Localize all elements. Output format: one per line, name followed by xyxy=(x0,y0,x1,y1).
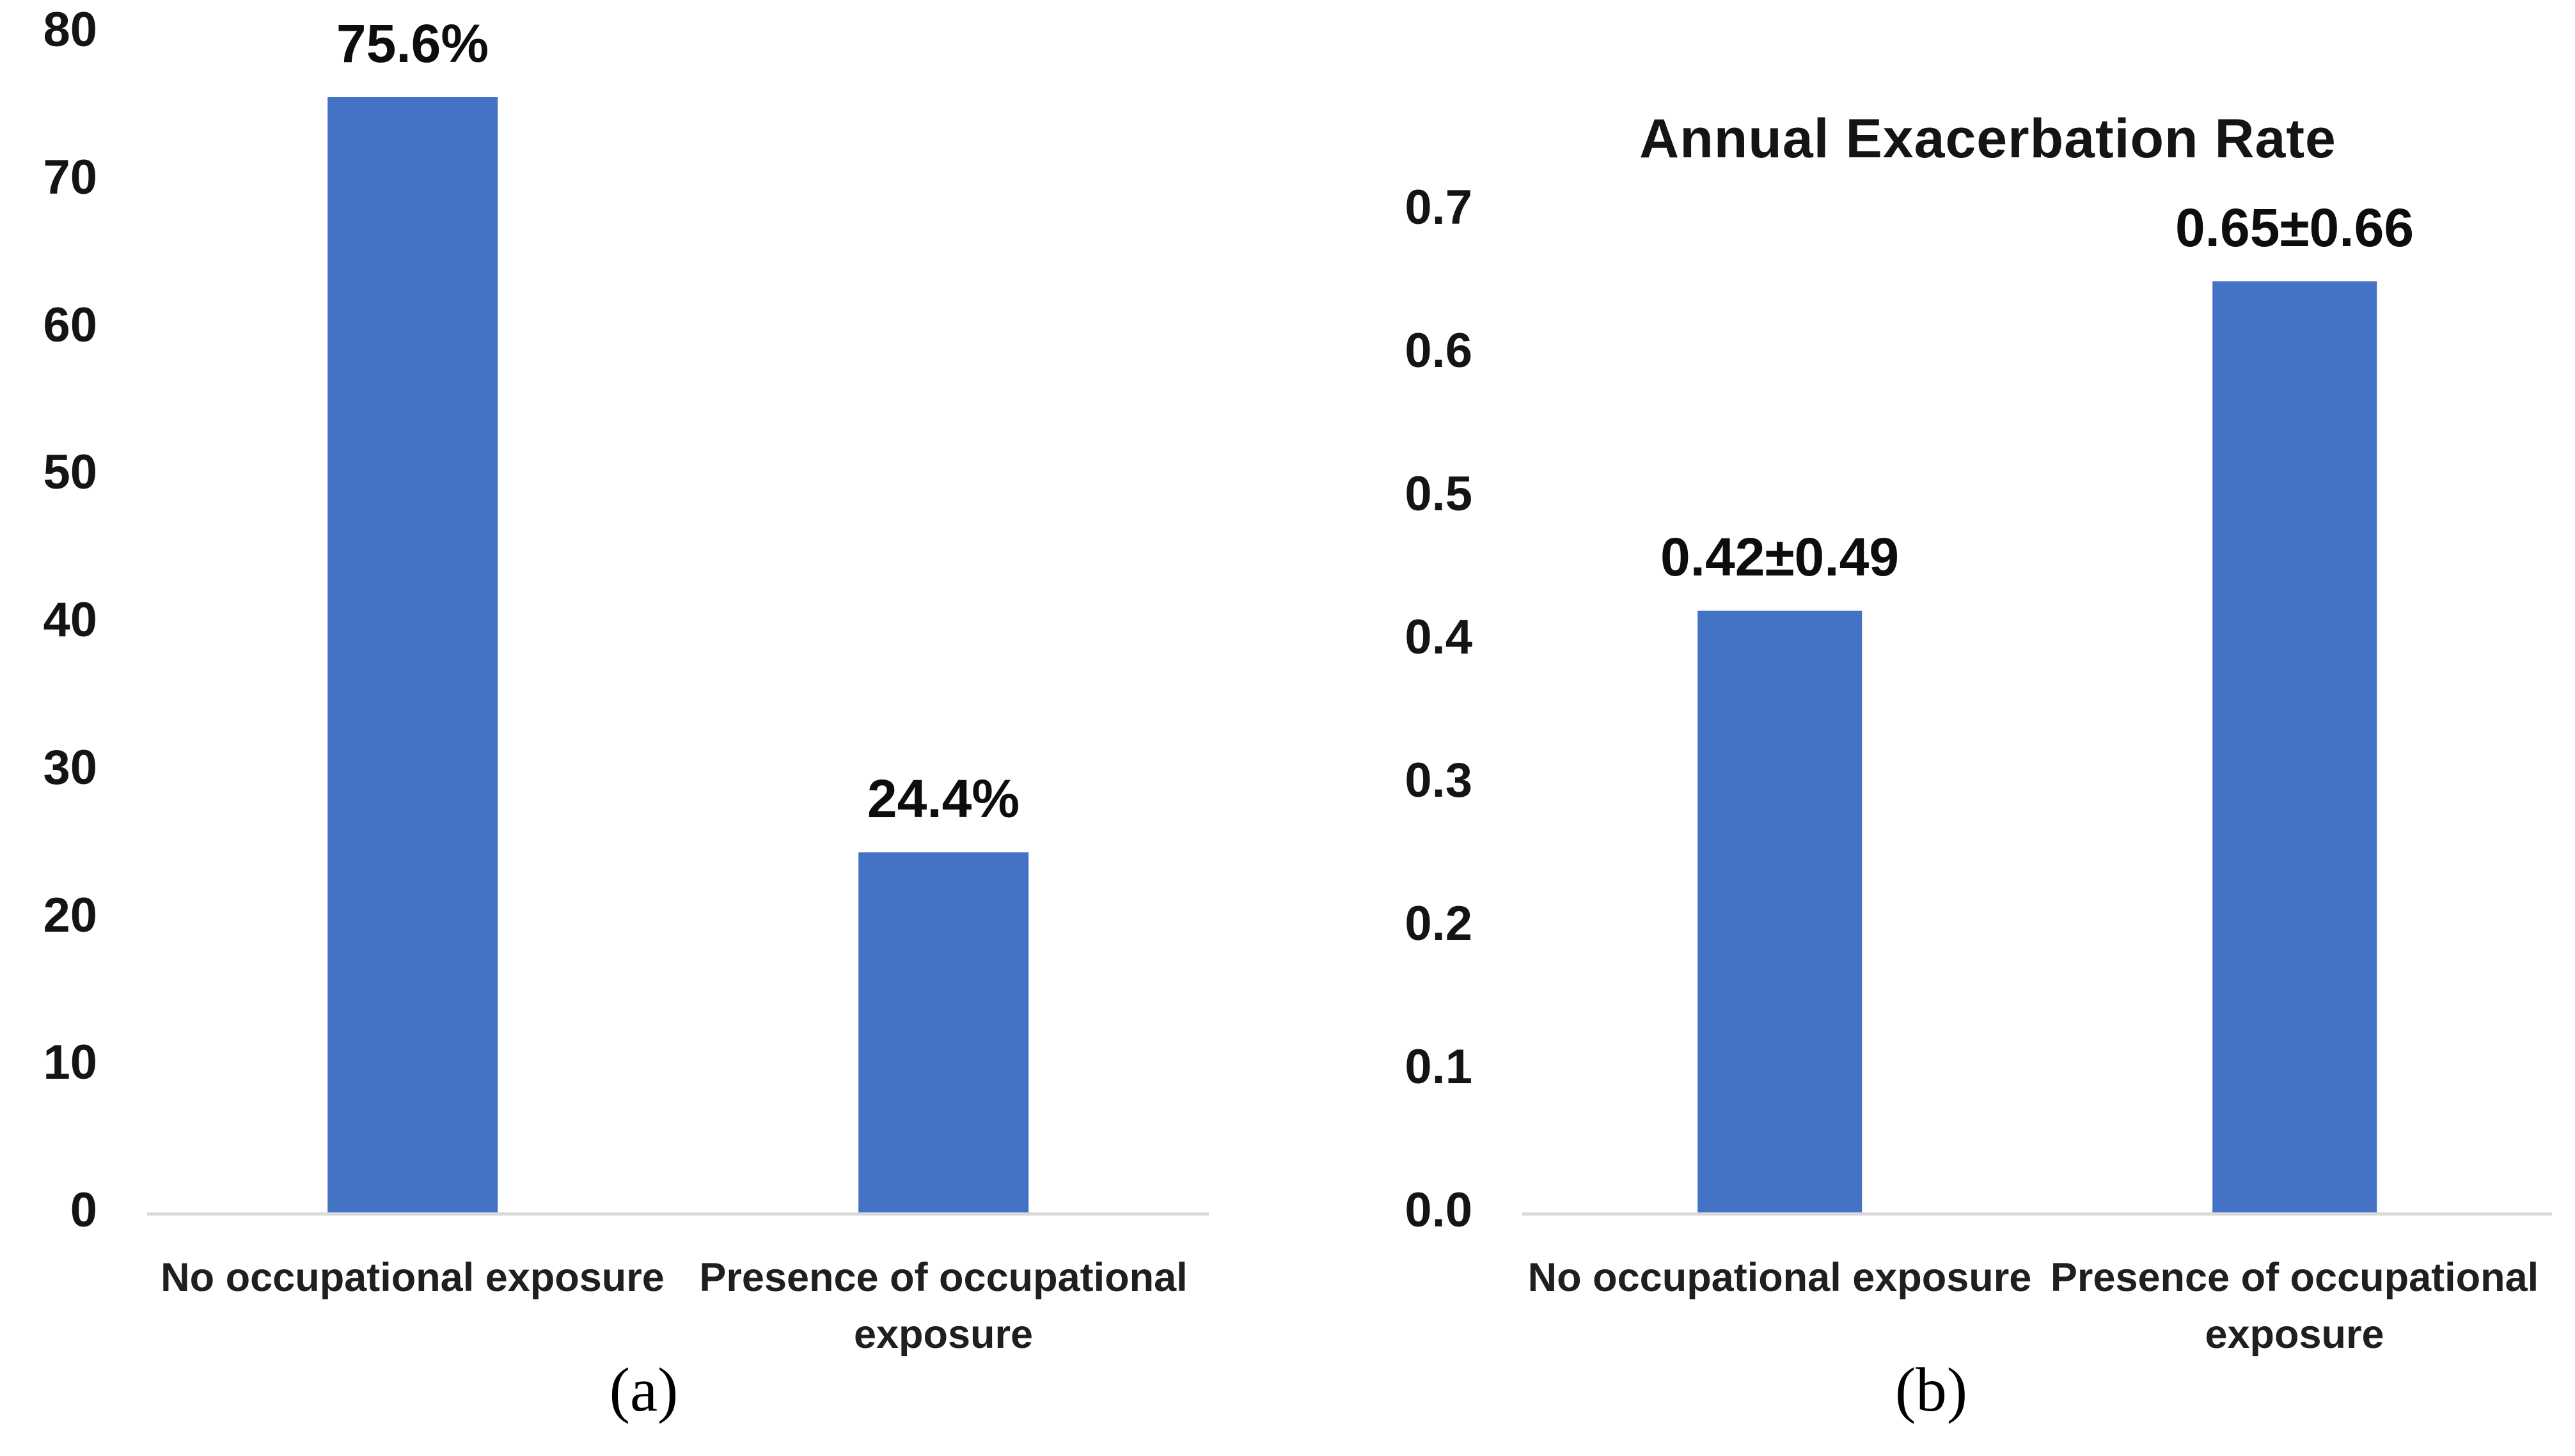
chart-a-plot-area: 0 10 20 30 40 50 60 70 80 75.6% No occupational ex… xyxy=(43,5,1209,1357)
y-tick-label: 20 xyxy=(43,888,97,943)
y-tick-label: 10 xyxy=(43,1035,97,1090)
bar xyxy=(327,97,498,1212)
y-tick-label: 0.0 xyxy=(1405,1182,1472,1237)
y-tick-label: 0.7 xyxy=(1405,180,1472,235)
panel-a: 0 10 20 30 40 50 60 70 80 75.6% No occupational ex… xyxy=(43,5,1209,1424)
caption-b: (b) xyxy=(1894,1356,1968,1424)
bar-value-label: 24.4% xyxy=(867,768,1020,829)
bar-value-label: 75.6% xyxy=(336,13,489,74)
y-tick-label: 0.4 xyxy=(1405,609,1472,664)
y-tick-label: 50 xyxy=(43,445,97,500)
y-tick-label: 0.6 xyxy=(1405,323,1472,378)
bar xyxy=(2212,281,2377,1212)
bar xyxy=(1697,611,1862,1212)
caption-a: (a) xyxy=(609,1356,679,1424)
bar-value-label: 0.65±0.66 xyxy=(2175,198,2414,258)
y-tick-label: 0.5 xyxy=(1405,466,1472,521)
y-tick-label: 30 xyxy=(43,740,97,795)
chart-b-x-axis-line xyxy=(1522,1212,2552,1216)
bar xyxy=(858,852,1028,1212)
y-tick-label: 0.1 xyxy=(1405,1039,1472,1094)
chart-b-plot-area: 0.0 0.1 0.2 0.3 0.4 0.5 0.6 0.7 0.42±0.49 No occu… xyxy=(1405,183,2552,1357)
category-label: No occupational exposure xyxy=(1527,1255,2032,1300)
y-tick-label: 70 xyxy=(43,150,97,205)
y-tick-label: 0.2 xyxy=(1405,896,1472,951)
y-tick-label: 60 xyxy=(43,297,97,352)
bar-value-label: 0.42±0.49 xyxy=(1660,527,1900,588)
chart-b-title: Annual Exacerbation Rate xyxy=(1639,108,2336,169)
category-label: Presence of occupational exposure xyxy=(2050,1255,2539,1358)
panel-b: Annual Exacerbation Rate 0.0 0.1 0.2 0.3 0.4… xyxy=(1288,0,2575,1456)
y-tick-label: 40 xyxy=(43,592,97,647)
y-tick-label: 80 xyxy=(43,2,97,57)
category-label: No occupational exposure xyxy=(161,1255,665,1300)
chart-a-x-axis-line xyxy=(147,1212,1209,1216)
y-tick-label: 0 xyxy=(70,1182,97,1237)
category-label: Presence of occupational exposure xyxy=(699,1255,1188,1358)
y-tick-label: 0.3 xyxy=(1405,753,1472,808)
